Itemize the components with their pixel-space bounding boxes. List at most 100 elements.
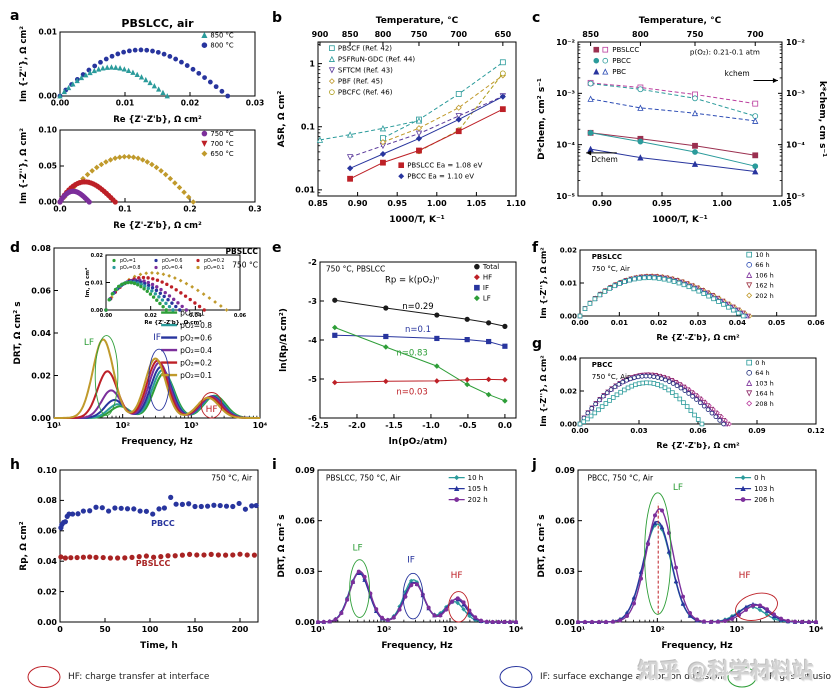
svg-text:0.04: 0.04 xyxy=(189,313,202,319)
svg-text:0.00: 0.00 xyxy=(37,618,57,627)
svg-text:HF: HF xyxy=(451,571,463,581)
svg-text:10²: 10² xyxy=(115,421,130,430)
svg-text:10²: 10² xyxy=(377,625,392,634)
svg-text:-2.5: -2.5 xyxy=(311,421,329,430)
svg-text:Im {-Z''}, Ω cm²: Im {-Z''}, Ω cm² xyxy=(19,26,29,102)
watermark: 知乎 @科学材料站 xyxy=(638,659,814,683)
svg-text:LF: LF xyxy=(352,544,362,554)
svg-text:700 °C: 700 °C xyxy=(210,140,234,148)
legend-if: IF: surface exchange and/or ion diffusio… xyxy=(498,660,723,694)
svg-text:-1.5: -1.5 xyxy=(385,421,403,430)
svg-text:0.01: 0.01 xyxy=(38,28,57,37)
svg-text:0.00: 0.00 xyxy=(560,312,577,320)
svg-text:Re {Z'-Z'b}, Ω cm²: Re {Z'-Z'b}, Ω cm² xyxy=(656,441,740,450)
svg-text:0: 0 xyxy=(57,625,63,634)
svg-text:k*chem, cm s⁻¹: k*chem, cm s⁻¹ xyxy=(817,81,827,157)
svg-text:0.00: 0.00 xyxy=(571,319,588,327)
svg-text:10 h: 10 h xyxy=(468,474,484,482)
svg-text:PBSLCC, air: PBSLCC, air xyxy=(121,17,194,30)
legend-lf-label: LF: gas diffusion xyxy=(764,672,831,682)
svg-text:PBSLCC: PBSLCC xyxy=(136,559,171,568)
svg-text:10¹: 10¹ xyxy=(571,625,586,634)
svg-text:750 °C, PBSLCC: 750 °C, PBSLCC xyxy=(326,264,385,273)
panel-a1-chart: 0.00 0.01 0.02 0.03 0.00 0.01 PBSLCC, air Re {Z… xyxy=(8,14,265,125)
panel-g-svg: 0.00 0.03 0.06 0.09 0.12 0.00 0.02 0.04 Re {Z'-Z… xyxy=(539,354,825,450)
svg-text:10⁻⁵: 10⁻⁵ xyxy=(786,192,805,201)
svg-text:Re {Z'-Z'b}, Ω cm²: Re {Z'-Z'b}, Ω cm² xyxy=(656,333,740,342)
svg-text:0.09: 0.09 xyxy=(295,466,315,475)
svg-text:Frequency, Hz: Frequency, Hz xyxy=(121,437,192,447)
svg-text:SFTCM (Ref. 43): SFTCM (Ref. 43) xyxy=(338,67,393,75)
svg-text:0.02: 0.02 xyxy=(560,246,577,254)
svg-text:0.03: 0.03 xyxy=(555,567,575,576)
svg-text:ln(Rp/Ω cm²): ln(Rp/Ω cm²) xyxy=(279,308,289,372)
svg-text:-0.5: -0.5 xyxy=(459,421,477,430)
svg-text:800 °C: 800 °C xyxy=(210,42,234,50)
svg-text:0.01: 0.01 xyxy=(611,319,628,327)
svg-text:PBC: PBC xyxy=(612,68,626,76)
panel-letter-g: g xyxy=(532,336,543,352)
svg-text:0.01: 0.01 xyxy=(295,186,315,195)
svg-text:-2.0: -2.0 xyxy=(348,421,366,430)
svg-text:Rp = k(pO₂)ⁿ: Rp = k(pO₂)ⁿ xyxy=(385,275,439,285)
svg-text:Im, Ω cm²: Im, Ω cm² xyxy=(84,267,91,297)
lf-ellipse-icon xyxy=(727,666,757,688)
svg-text:PBF (Ref. 45): PBF (Ref. 45) xyxy=(338,78,383,86)
svg-text:10³: 10³ xyxy=(443,625,458,634)
svg-text:LF: LF xyxy=(84,338,94,348)
svg-text:Re {Z'-Z'b}, Ω cm²: Re {Z'-Z'b}, Ω cm² xyxy=(113,221,202,231)
hf-ellipse-icon xyxy=(27,666,61,688)
svg-text:Time, h: Time, h xyxy=(140,641,178,651)
svg-text:DRT, Ω cm² s: DRT, Ω cm² s xyxy=(13,301,23,364)
svg-text:1.05: 1.05 xyxy=(467,199,487,208)
svg-text:10³: 10³ xyxy=(729,625,744,634)
svg-text:700: 700 xyxy=(747,30,764,39)
svg-text:pO₂=0.2: pO₂=0.2 xyxy=(180,358,212,367)
svg-text:0.00: 0.00 xyxy=(91,308,104,314)
svg-text:IF: IF xyxy=(407,556,415,566)
svg-text:n=0.83: n=0.83 xyxy=(396,349,427,359)
svg-text:0.06: 0.06 xyxy=(555,516,575,525)
svg-text:208 h: 208 h xyxy=(755,400,774,408)
panel-din-chart: 0.00 0.02 0.04 0.06 0.00 0.01 0.02 Re {Z'-Z'b},… xyxy=(80,246,247,330)
svg-text:0.06: 0.06 xyxy=(807,319,824,327)
svg-text:0.09: 0.09 xyxy=(555,466,575,475)
svg-text:pO₂=0.2: pO₂=0.2 xyxy=(204,258,224,264)
svg-text:103 h: 103 h xyxy=(755,379,774,387)
svg-text:-4: -4 xyxy=(308,336,317,345)
panel-letter-f: f xyxy=(532,240,539,256)
svg-text:10²: 10² xyxy=(650,625,665,634)
svg-text:1.00: 1.00 xyxy=(712,199,732,208)
panel-letter-a: a xyxy=(10,8,20,24)
svg-text:0.90: 0.90 xyxy=(592,199,612,208)
panel-e-chart: -2.5 -2.0 -1.5 -1.0 -0.5 0.0 -6 -5 -4 -3 -2 ln(pO₂/… xyxy=(270,240,526,456)
svg-text:0.3: 0.3 xyxy=(248,205,261,214)
svg-text:PBSCF (Ref. 42): PBSCF (Ref. 42) xyxy=(338,45,392,53)
svg-text:0.00: 0.00 xyxy=(38,92,57,101)
svg-text:0.03: 0.03 xyxy=(689,319,706,327)
svg-text:HF: HF xyxy=(206,405,218,415)
svg-text:ASR, Ω cm²: ASR, Ω cm² xyxy=(277,91,287,148)
panel-i-chart: 10¹ 10² 10³ 10⁴ 0.00 0.03 0.06 0.09 Frequency, H… xyxy=(270,458,526,660)
svg-text:0 h: 0 h xyxy=(754,474,765,482)
svg-text:750 °C: 750 °C xyxy=(232,261,258,270)
svg-text:900: 900 xyxy=(312,30,329,39)
svg-text:0.02: 0.02 xyxy=(144,313,157,319)
svg-text:pO₂=0.8: pO₂=0.8 xyxy=(180,321,212,330)
panel-j-chart: 10¹ 10² 10³ 10⁴ 0.00 0.03 0.06 0.09 Frequency, H… xyxy=(530,458,828,660)
legend-lf: LF: gas diffusion xyxy=(726,660,831,694)
svg-text:0.00: 0.00 xyxy=(51,99,70,108)
svg-text:IF: IF xyxy=(483,284,489,292)
svg-text:Dchem: Dchem xyxy=(591,155,618,164)
svg-text:0.95: 0.95 xyxy=(652,199,672,208)
svg-text:0.00: 0.00 xyxy=(38,198,57,207)
panel-i-svg: 10¹ 10² 10³ 10⁴ 0.00 0.03 0.06 0.09 Frequency, H… xyxy=(277,466,524,651)
svg-text:1000/T, K⁻¹: 1000/T, K⁻¹ xyxy=(652,215,707,225)
svg-text:850: 850 xyxy=(342,30,359,39)
svg-text:0.00: 0.00 xyxy=(31,414,51,423)
svg-text:0.10: 0.10 xyxy=(37,466,57,475)
svg-text:pO₂=0.8: pO₂=0.8 xyxy=(120,265,140,271)
